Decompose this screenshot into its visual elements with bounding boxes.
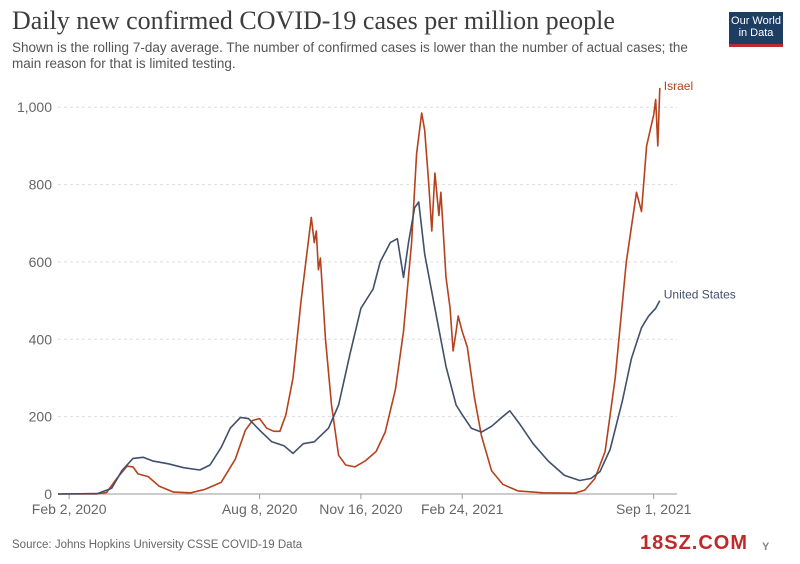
series-label-united-states: United States (664, 288, 736, 302)
y-tick-label: 200 (29, 409, 53, 425)
x-tick-label: Feb 24, 2021 (421, 501, 504, 517)
y-tick-label: 400 (29, 331, 53, 347)
logo-accent-bar (729, 44, 783, 47)
x-tick-label: Aug 8, 2020 (222, 501, 298, 517)
y-tick-label: 800 (29, 177, 53, 193)
grid-layer (58, 106, 677, 418)
y-tick-label: 1,000 (17, 99, 52, 115)
logo-line-1: Our World (731, 15, 781, 27)
watermark-tail: Y (762, 541, 770, 553)
series-label-layer: Israel United States (664, 79, 736, 302)
series-line-israel (58, 87, 661, 495)
series-layer (57, 87, 661, 495)
series-line-united-states (57, 201, 661, 495)
x-tick-label: Feb 2, 2020 (32, 501, 107, 517)
axis-layer: 0 200 400 600 800 1,000 Feb 2, 2020 Aug 8, 2020… (17, 99, 692, 517)
series-label-israel: Israel (664, 79, 693, 93)
logo-line-2: in Data (738, 27, 774, 39)
x-tick-label: Nov 16, 2020 (319, 501, 402, 517)
watermark-text: 18SZ.COM (640, 532, 749, 554)
y-tick-label: 0 (44, 486, 52, 502)
chart-title: Daily new confirmed COVID-19 cases per m… (12, 6, 615, 35)
source-note: Source: Johns Hopkins University CSSE CO… (12, 539, 303, 551)
y-tick-label: 600 (29, 254, 53, 270)
owid-logo[interactable]: Our World in Data (729, 12, 783, 46)
x-tick-label: Sep 1, 2021 (616, 501, 692, 517)
chart-subtitle: Shown is the rolling 7-day average. The … (12, 40, 688, 71)
